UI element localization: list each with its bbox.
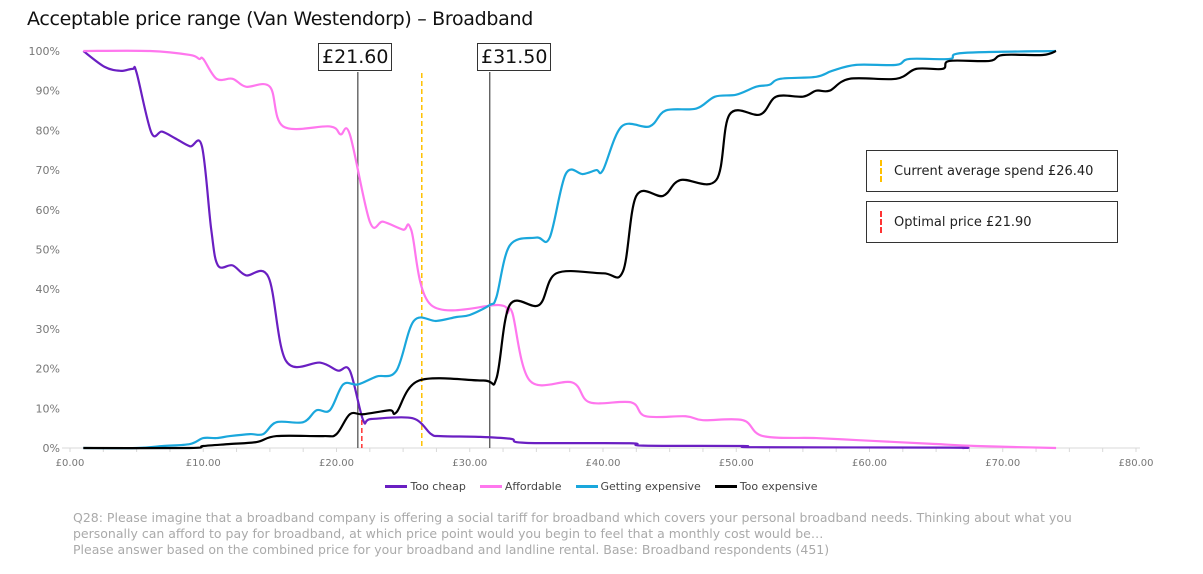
series-line-affordable (83, 49, 1057, 450)
note-optimal-price: Optimal price £21.90 (866, 201, 1118, 243)
y-tick-label: 40% (36, 283, 60, 296)
x-tick-label: £30.00 (452, 458, 487, 469)
y-tick-label: 70% (36, 164, 60, 177)
y-tick-label: 20% (36, 363, 60, 376)
legend-swatch (714, 485, 737, 488)
legend-label: Getting expensive (600, 480, 701, 493)
legend-label: Too expensive (739, 480, 818, 493)
x-tick-label: £60.00 (852, 458, 887, 469)
x-tick-label: £10.00 (186, 458, 221, 469)
x-tick-label: £20.00 (319, 458, 354, 469)
y-tick-label: 0% (43, 442, 60, 455)
note-current-average-text: Current average spend £26.40 (894, 163, 1094, 179)
marker-label-upper: £31.50 (477, 43, 552, 71)
y-tick-label: 10% (36, 402, 60, 415)
legend-swatch (479, 485, 502, 488)
x-tick-label: £0.00 (56, 458, 85, 469)
legend-item: Getting expensive (575, 480, 701, 493)
series-line-too-expensive (83, 49, 1057, 450)
chart-title: Acceptable price range (Van Westendorp) … (27, 8, 533, 30)
y-tick-label: 60% (36, 204, 60, 217)
red-dash-icon (880, 211, 882, 233)
yellow-dash-icon (880, 160, 882, 182)
y-tick-label: 80% (36, 124, 60, 137)
legend-label: Too cheap (410, 480, 466, 493)
x-tick-label: £40.00 (586, 458, 621, 469)
footnote-question: Q28: Please imagine that a broadband com… (73, 510, 1072, 541)
legend-swatch (575, 485, 598, 488)
footnote-base: Please answer based on the combined pric… (73, 542, 830, 557)
series-line-too-cheap (82, 50, 970, 450)
y-tick-label: 100% (29, 45, 60, 58)
series-line-getting-expensive (83, 49, 1057, 450)
note-optimal-price-text: Optimal price £21.90 (894, 214, 1032, 230)
footnote: Q28: Please imagine that a broadband com… (73, 510, 1083, 558)
y-tick-label: 90% (36, 85, 60, 98)
marker-label-lower: £21.60 (318, 43, 393, 71)
x-tick-label: £80.00 (1119, 458, 1154, 469)
y-tick-label: 50% (36, 244, 60, 257)
x-tick-label: £50.00 (719, 458, 754, 469)
y-tick-label: 30% (36, 323, 60, 336)
legend-item: Too expensive (714, 480, 818, 493)
legend-item: Too cheap (385, 480, 466, 493)
legend-item: Affordable (479, 480, 562, 493)
legend-swatch (385, 485, 408, 488)
legend-label: Affordable (504, 480, 562, 493)
note-current-average: Current average spend £26.40 (866, 150, 1118, 192)
x-tick-label: £70.00 (985, 458, 1020, 469)
legend: Too cheap Affordable Getting expensive T… (0, 480, 1203, 493)
